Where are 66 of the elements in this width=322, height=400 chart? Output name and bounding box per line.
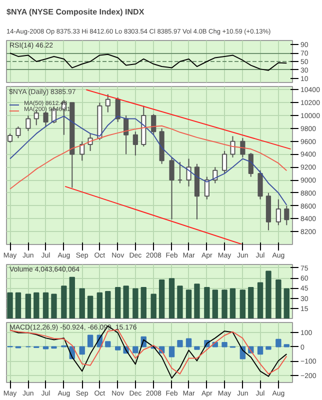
candlestick: [26, 115, 31, 132]
bar: [42, 292, 49, 318]
bar: [79, 288, 85, 318]
bar: [248, 286, 254, 318]
bar: [212, 290, 218, 318]
bar: [150, 294, 156, 318]
bar: [140, 286, 146, 318]
bar: [194, 346, 200, 350]
bar: [168, 278, 175, 318]
candlestick: [124, 115, 129, 155]
bar: [115, 286, 121, 318]
candlestick: [151, 114, 156, 136]
bar: [69, 276, 75, 318]
candlestick: [7, 133, 13, 144]
bar: [61, 286, 67, 318]
bar: [204, 286, 210, 318]
bar: [177, 340, 183, 348]
candlestick: [16, 126, 21, 139]
bar: [96, 292, 103, 318]
bar: [168, 346, 175, 358]
candlestick: [132, 131, 138, 156]
line-series: [10, 52, 288, 71]
bar: [132, 288, 138, 318]
bar: [7, 292, 13, 318]
bar: [34, 292, 40, 318]
candlestick: [204, 176, 210, 200]
bar: [266, 346, 272, 350]
bar: [222, 342, 228, 348]
bar: [257, 346, 264, 355]
chart-title: $NYA (NYSE Composite Index) INDX: [6, 8, 145, 16]
bar: [257, 282, 264, 318]
bar: [123, 286, 129, 318]
bar: [276, 280, 282, 318]
candlestick: [230, 136, 236, 158]
bar: [79, 346, 85, 355]
candlestick: [222, 150, 228, 174]
bar: [222, 290, 228, 318]
bar: [105, 341, 111, 348]
bar: [132, 346, 138, 354]
candlestick: [105, 94, 110, 113]
bar: [25, 294, 32, 318]
bar: [230, 288, 236, 318]
bar: [115, 346, 121, 350]
candlestick: [43, 111, 48, 128]
bar: [87, 334, 94, 348]
candlestick: [276, 198, 281, 226]
bar: [284, 288, 290, 318]
bar: [87, 296, 94, 318]
bar: [105, 291, 111, 318]
bar: [15, 292, 22, 318]
bar: [158, 280, 165, 318]
bar: [186, 338, 192, 348]
bar: [51, 294, 57, 318]
candlestick: [258, 170, 263, 200]
bar: [194, 284, 200, 318]
candlestick: [248, 152, 254, 178]
bar: [177, 286, 183, 318]
candlestick: [186, 158, 192, 187]
bar: [42, 346, 49, 350]
candlestick: [169, 156, 174, 220]
bar: [284, 344, 290, 348]
candlestick: [284, 205, 290, 226]
bar: [276, 338, 282, 348]
bar: [186, 290, 192, 318]
bar: [240, 290, 246, 318]
bar: [266, 270, 272, 318]
